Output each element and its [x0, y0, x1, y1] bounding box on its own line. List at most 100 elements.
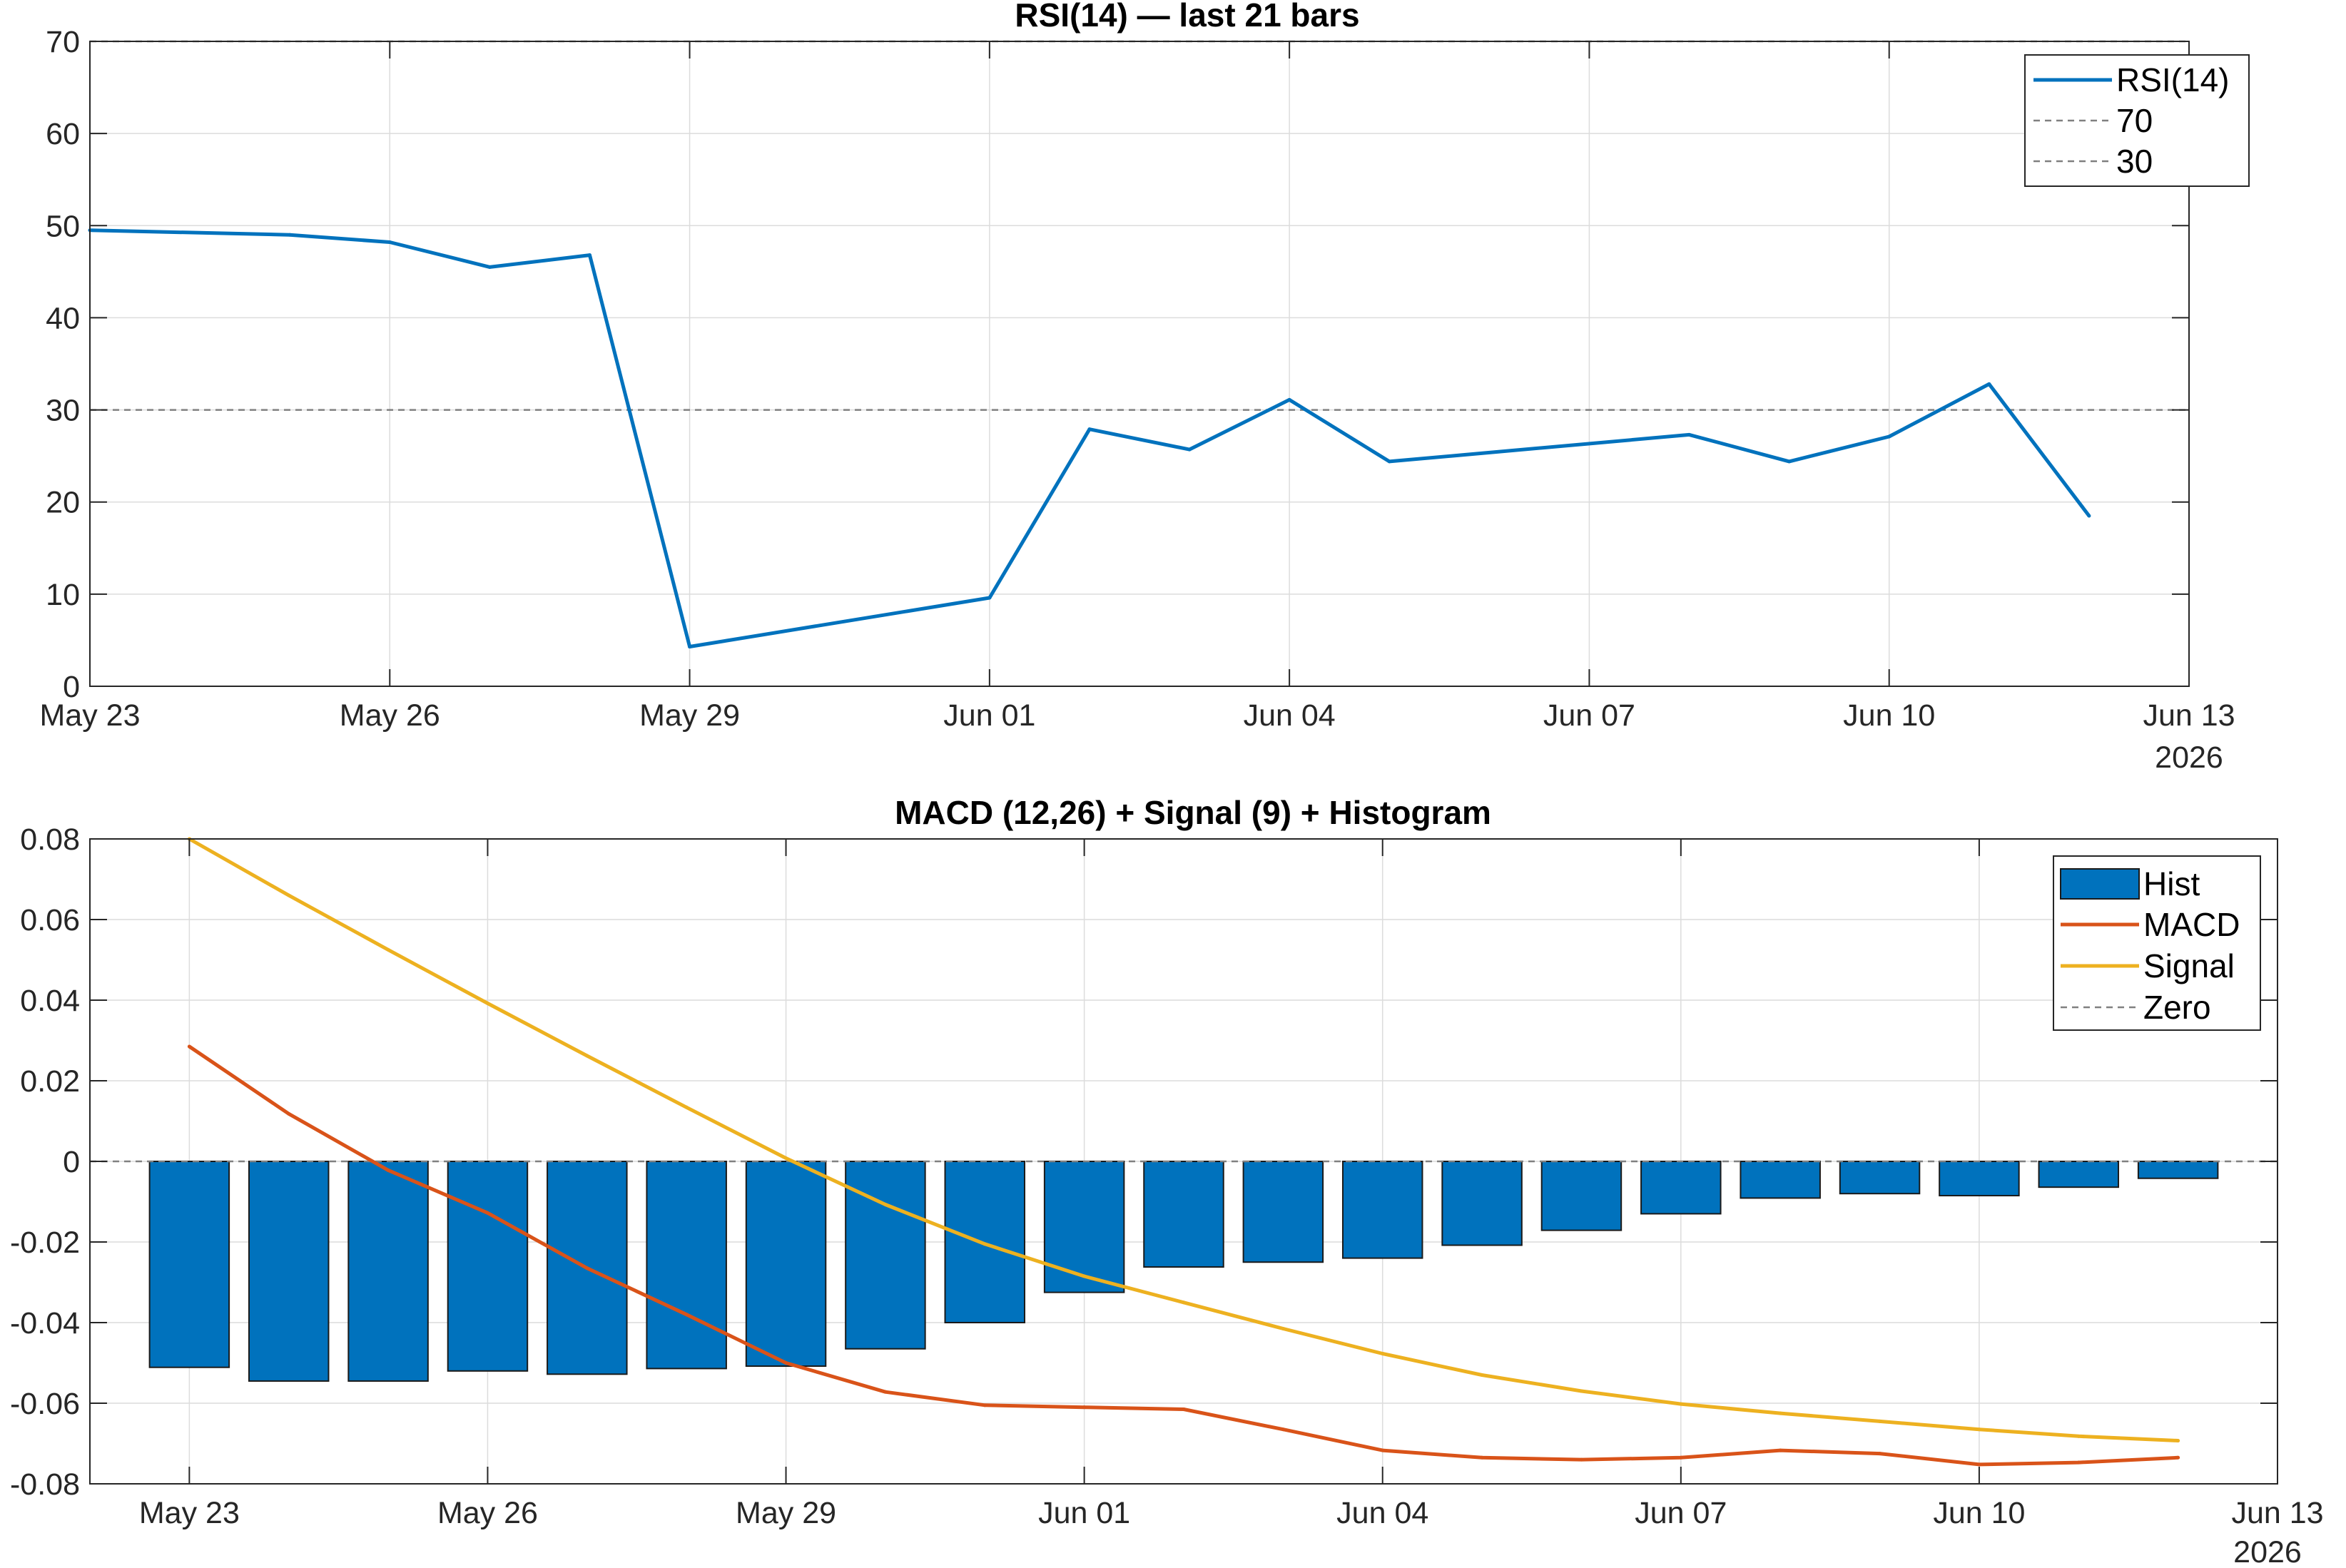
rsi-legend: RSI(14) 70 30	[2024, 54, 2250, 187]
rsi-data-point	[1087, 427, 1092, 432]
rsi-legend-label-rsi: RSI(14)	[2116, 61, 2229, 98]
macd-histogram-bar	[347, 1161, 429, 1382]
macd-x-tick-label: May 26	[437, 1496, 538, 1530]
rsi-data-point	[587, 253, 591, 258]
macd-histogram-bar	[1143, 1161, 1224, 1268]
macd-data-point-signal	[585, 1054, 589, 1058]
macd-histogram-bar	[646, 1161, 727, 1370]
rsi-plot-area	[90, 41, 2189, 686]
rsi-x-tick-label: Jun 13	[2143, 698, 2235, 733]
macd-data-point-signal	[784, 1156, 788, 1160]
macd-data-point-macd	[784, 1361, 788, 1365]
macd-data-point-signal	[684, 1105, 689, 1109]
macd-histogram-bar	[1043, 1161, 1125, 1293]
rsi-y-tick-label: 20	[46, 486, 80, 520]
macd-data-point-signal	[2076, 1434, 2081, 1438]
macd-legend-swatch-hist	[2060, 868, 2140, 900]
rsi-x-tick-label: Jun 10	[1843, 698, 1935, 733]
macd-legend-label-zero: Zero	[2143, 989, 2211, 1026]
macd-x-tick-label: Jun 10	[1933, 1496, 2025, 1530]
rsi-y-tick-labels: 0 10 20 30 40 50 60 70	[46, 25, 80, 704]
macd-legend-label-signal: Signal	[2143, 947, 2235, 984]
macd-data-point-macd	[187, 1044, 191, 1049]
macd-x-tick-label: Jun 01	[1038, 1496, 1130, 1530]
macd-histogram-bar	[1640, 1161, 1722, 1215]
macd-x-tick-label: Jun 04	[1336, 1496, 1428, 1530]
macd-histogram-bar	[447, 1161, 529, 1372]
macd-histogram-bar	[1839, 1161, 1921, 1195]
macd-y-tick-label: 0.08	[20, 823, 80, 857]
rsi-data-point	[1387, 459, 1391, 464]
rsi-data-point	[1987, 382, 1991, 386]
macd-histogram-bar	[1939, 1161, 2020, 1197]
rsi-legend-label-70: 70	[2116, 102, 2153, 139]
rsi-x-tick-labels: May 23 May 26 May 29 Jun 01 Jun 04 Jun 07 Jun …	[39, 698, 2235, 733]
macd-data-point-signal	[1977, 1427, 1981, 1432]
macd-histogram-bar	[2137, 1161, 2219, 1179]
rsi-data-point	[1687, 432, 1692, 437]
macd-histogram-bar	[845, 1161, 926, 1350]
macd-year-label: 2026	[2233, 1535, 2302, 1568]
macd-data-point-macd	[585, 1266, 589, 1271]
rsi-legend-label-30: 30	[2116, 143, 2153, 180]
macd-legend-label-macd: MACD	[2143, 906, 2240, 943]
rsi-y-tick-label: 10	[46, 578, 80, 612]
macd-data-point-signal	[1480, 1373, 1484, 1377]
macd-legend-label-hist: Hist	[2143, 865, 2200, 902]
macd-histogram-bar	[1441, 1161, 1523, 1246]
macd-data-point-signal	[1778, 1411, 1782, 1415]
macd-histogram-bar	[1740, 1161, 1821, 1199]
macd-y-tick-label: -0.04	[10, 1306, 80, 1340]
rsi-y-tick-label: 40	[46, 301, 80, 335]
rsi-tick-marks	[89, 41, 2190, 687]
macd-line-series	[187, 837, 2180, 1467]
rsi-x-tick-label: Jun 04	[1244, 698, 1336, 733]
macd-y-tick-label: 0	[63, 1145, 80, 1179]
macd-data-point-signal	[1082, 1274, 1087, 1278]
macd-panel: MACD (12,26) + Signal (9) + Histogram -0…	[10, 794, 2324, 1568]
macd-data-point-signal	[287, 893, 291, 897]
macd-data-point-macd	[1679, 1455, 1683, 1460]
rsi-x-tick-label: Jun 01	[943, 698, 1035, 733]
rsi-data-point	[2087, 514, 2091, 518]
rsi-x-tick-label: May 29	[639, 698, 740, 733]
macd-y-tick-label: -0.02	[10, 1226, 80, 1260]
rsi-series-layer	[88, 228, 2091, 648]
rsi-data-point	[387, 240, 392, 245]
macd-data-point-macd	[1977, 1462, 1981, 1467]
macd-histogram-bar	[1242, 1161, 1324, 1263]
macd-data-point-macd	[1281, 1427, 1285, 1432]
rsi-data-point	[1187, 447, 1192, 452]
macd-histogram-bar	[944, 1161, 1026, 1323]
rsi-data-point	[1787, 459, 1792, 464]
macd-data-point-signal	[982, 1242, 987, 1246]
macd-data-point-macd	[485, 1211, 489, 1215]
macd-x-tick-labels: May 23 May 26 May 29 Jun 01 Jun 04 Jun 07 Jun …	[139, 1496, 2324, 1530]
macd-histogram-bar	[248, 1161, 330, 1382]
rsi-data-point	[1887, 434, 1891, 439]
macd-data-point-macd	[287, 1111, 291, 1116]
macd-histogram-bar	[2038, 1161, 2120, 1188]
rsi-x-tick-label: Jun 07	[1543, 698, 1635, 733]
macd-data-point-signal	[386, 947, 390, 952]
macd-data-point-signal	[1579, 1389, 1583, 1393]
macd-y-tick-label: -0.06	[10, 1387, 80, 1421]
macd-data-point-macd	[2076, 1460, 2081, 1465]
macd-data-point-signal	[1679, 1402, 1683, 1406]
rsi-series-line-rsi-14	[89, 228, 2091, 648]
macd-data-point-macd	[1778, 1448, 1782, 1452]
rsi-panel: RSI(14) — last 21 bars 0 10 20 30 40 50 60 70 M…	[39, 0, 2250, 775]
rsi-data-point	[688, 644, 692, 648]
macd-histogram-bars	[148, 1161, 2219, 1382]
macd-data-point-signal	[1281, 1326, 1285, 1330]
macd-data-point-signal	[1381, 1352, 1385, 1356]
macd-legend: Hist MACD Signal Zero	[2053, 855, 2261, 1031]
macd-y-tick-label: 0.04	[20, 984, 80, 1018]
macd-y-tick-label: 0.06	[20, 903, 80, 937]
macd-chart-title: MACD (12,26) + Signal (9) + Histogram	[895, 794, 1491, 831]
rsi-axes-box	[89, 41, 2190, 687]
macd-x-tick-label: May 23	[139, 1496, 240, 1530]
rsi-y-tick-label: 0	[63, 670, 80, 704]
macd-y-tick-labels: -0.08 -0.06 -0.04 -0.02 0 0.02 0.04 0.06 0.08	[10, 823, 80, 1502]
